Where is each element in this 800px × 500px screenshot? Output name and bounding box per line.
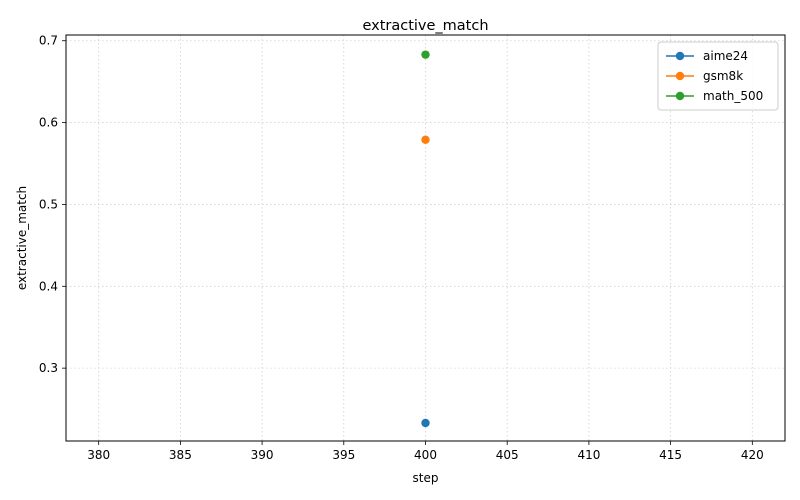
legend-swatch-marker (675, 91, 685, 101)
x-tick-label: 415 (659, 448, 682, 462)
series-aime24 (421, 418, 430, 428)
x-tick-label: 405 (496, 448, 519, 462)
x-tick-label: 385 (169, 448, 192, 462)
legend-item-math_500: math_500 (666, 89, 763, 103)
y-tick-label: 0.7 (39, 34, 58, 48)
y-axis: 0.3 0.4 0.5 0.6 0.7 (39, 34, 66, 375)
legend-item-aime24: aime24 (666, 49, 748, 63)
y-tick-label: 0.6 (39, 116, 58, 130)
data-point (421, 418, 430, 428)
legend-label: aime24 (703, 49, 748, 63)
y-tick-label: 0.4 (39, 279, 58, 293)
data-point (421, 135, 430, 144)
legend-label: math_500 (703, 89, 763, 103)
y-tick-label: 0.3 (39, 361, 58, 375)
legend: aime24 gsm8k math_500 (657, 41, 779, 111)
x-axis-label: step (413, 471, 439, 485)
x-tick-label: 380 (87, 448, 110, 462)
y-axis-label: extractive_match (15, 186, 29, 290)
x-tick-label: 395 (332, 448, 355, 462)
legend-label: gsm8k (703, 69, 743, 83)
y-tick-label: 0.5 (39, 197, 58, 211)
x-axis: 380 385 390 395 400 405 410 415 420 (87, 441, 764, 462)
legend-swatch-marker (675, 71, 685, 81)
data-point (421, 50, 430, 59)
series-math_500 (421, 50, 430, 59)
legend-item-gsm8k: gsm8k (666, 69, 743, 83)
x-tick-label: 390 (251, 448, 274, 462)
series-layer (421, 50, 430, 428)
series-gsm8k (421, 135, 430, 144)
x-tick-label: 410 (577, 448, 600, 462)
legend-swatch-marker (675, 51, 685, 61)
legend-box (657, 41, 779, 111)
chart-title: extractive_match (362, 18, 488, 34)
x-tick-label: 400 (414, 448, 437, 462)
x-tick-label: 420 (741, 448, 764, 462)
